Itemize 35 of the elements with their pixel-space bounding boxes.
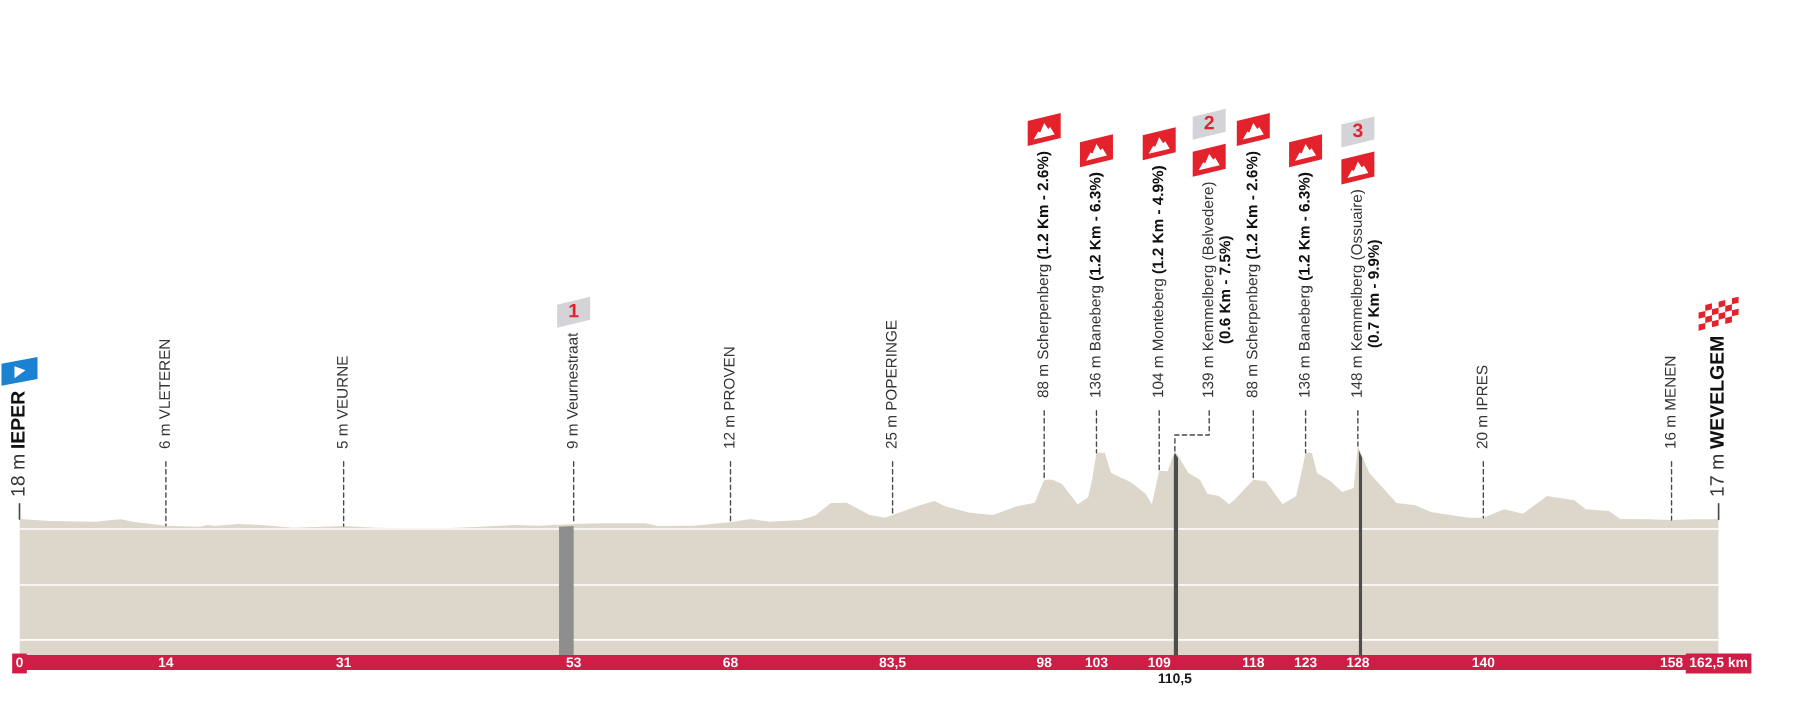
x-tick-label: 158 [1660,657,1683,668]
x-tick-label: 14 [159,657,174,668]
x-tick-label: 128 [1347,657,1370,668]
x-tick-label: 68 [723,657,738,668]
x-tick-label: 31 [336,657,351,668]
x-tick-label: 162,5 km [1690,657,1748,670]
text: 3 [1352,123,1363,138]
annotation: 104 m Monteberg (1.2 Km - 4.9%) [1152,166,1167,397]
annotation: 136 m Baneberg (1.2 Km - 6.3%) [1089,172,1104,397]
x-tick-label: 123 [1294,657,1317,668]
x-tick-label: 118 [1242,657,1265,668]
x-tick-label: 109 [1148,657,1171,668]
annotation: 5 m VEURNE [337,356,348,449]
annotation: 88 m Scherpenberg (1.2 Km - 2.6%) [1037,151,1052,398]
x-tick-label: 83,5 [879,657,906,670]
annotation: 9 m Veurnestraat [566,332,578,449]
annotation: 25 m POPERINGE [885,320,897,449]
annotation: 148 m Kemmelberg (Ossuaire) (0.7 Km - 9.9%) [1350,190,1382,397]
annotation: 139 m Kemmelberg (Belvedere) (0.6 Km - 7.5%) [1202,182,1234,397]
x-tick-label: 53 [566,657,581,668]
annotation: 110,5 [1158,673,1192,686]
text: 2 [1204,115,1214,130]
annotation: 16 m MENEN [1664,356,1676,448]
annotation: 17 m WEVELGEM [1710,337,1724,496]
annotation: 6 m VLETEREN [159,339,170,449]
annotation: 20 m IPRES [1476,365,1488,449]
x-tick-label: 0 [16,657,23,668]
annotation: 136 m Baneberg (1.2 Km - 6.3%) [1298,172,1313,397]
x-tick-label: 103 [1085,657,1108,668]
x-tick-label: 140 [1472,657,1495,668]
annotation: 18 m IEPER [10,391,25,496]
annotation: 88 m Scherpenberg (1.2 Km - 2.6%) [1246,151,1261,398]
annotation: 12 m PROVEN [723,347,735,448]
text: 1 [569,303,579,318]
x-tick-label: 98 [1036,657,1052,668]
